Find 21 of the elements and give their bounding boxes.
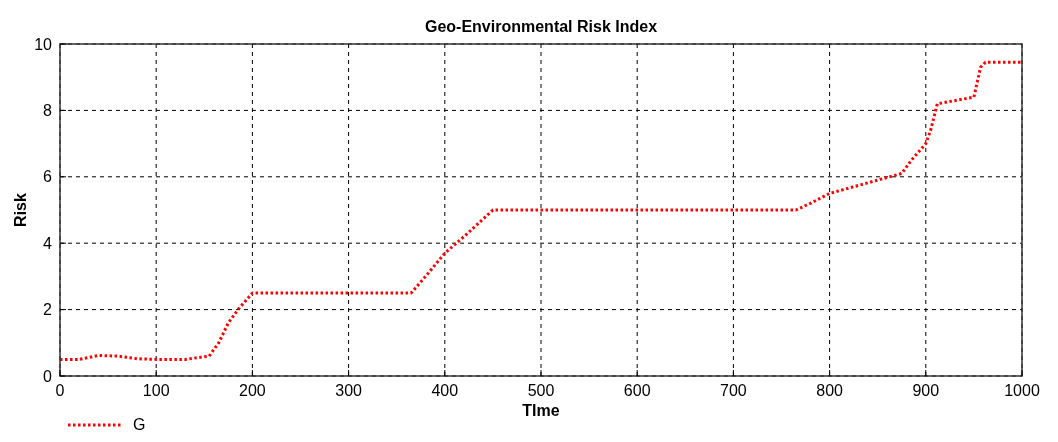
y-tick-label: 0 — [43, 367, 53, 385]
x-tick-label: 800 — [816, 382, 844, 399]
x-tick-label: 600 — [623, 382, 651, 399]
x-tick-label: 900 — [912, 382, 940, 399]
y-tick-label: 8 — [43, 102, 53, 119]
x-tick-label: 700 — [720, 382, 747, 399]
x-tick-label: 100 — [142, 382, 170, 399]
y-tick-label: 10 — [34, 35, 53, 53]
y-tick-label: 4 — [43, 234, 53, 252]
y-axis-title: Risk — [12, 193, 29, 227]
chart-title: Geo-Environmental Risk Index — [424, 18, 658, 35]
y-tick-label: 6 — [43, 168, 53, 186]
x-tick-label: 500 — [527, 382, 555, 399]
y-tick-label: 2 — [43, 301, 53, 319]
x-tick-label: 0 — [55, 382, 65, 399]
x-axis-title: TIme — [522, 402, 560, 419]
x-tick-label: 300 — [335, 382, 363, 399]
x-tick-label: 1000 — [1004, 382, 1040, 399]
x-tick-label: 400 — [431, 382, 459, 399]
legend-label: G — [133, 416, 146, 433]
x-tick-label: 200 — [239, 382, 266, 399]
